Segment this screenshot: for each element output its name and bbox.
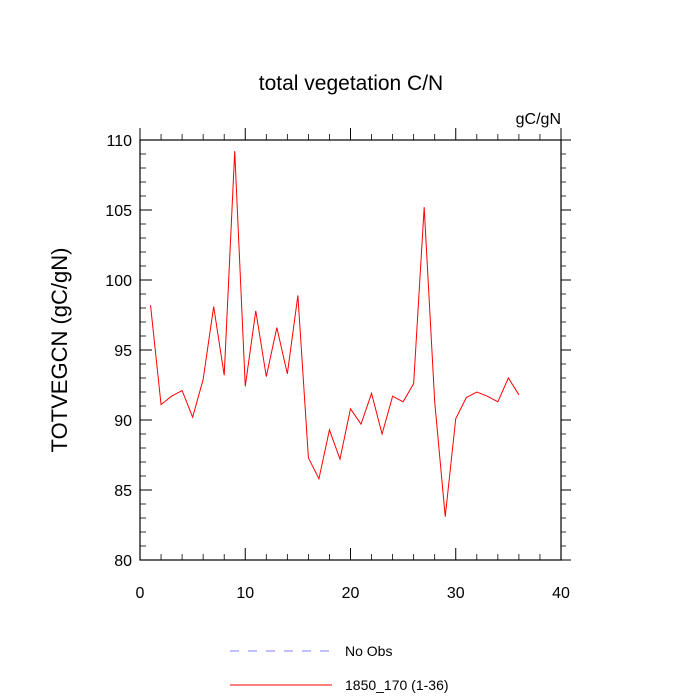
x-tick-label: 20 — [342, 585, 360, 602]
legend: No Obs 1850_170 (1-36) — [230, 643, 449, 693]
y-tick-label: 85 — [114, 483, 132, 500]
plot-frame — [139, 139, 562, 561]
units-label: gC/gN — [516, 111, 561, 128]
chart-title: total vegetation C/N — [259, 72, 443, 95]
y-tick-label: 80 — [114, 553, 132, 570]
series-group — [150, 151, 520, 517]
y-tick-label: 100 — [105, 273, 132, 290]
legend-label: 1850_170 (1-36) — [345, 677, 449, 693]
y-tick-label: 110 — [106, 133, 132, 150]
axis-tick-labels: 0 10 20 30 40 80 85 90 95 100 105 110 — [105, 133, 570, 602]
x-tick-label: 40 — [552, 585, 570, 602]
x-tick-label: 30 — [447, 585, 465, 602]
y-axis-label: TOTVEGCN (gC/gN) — [47, 248, 72, 453]
y-tick-label: 90 — [114, 413, 132, 430]
y-tick-label: 105 — [105, 203, 132, 220]
y-tick-label: 95 — [114, 343, 132, 360]
series-line — [150, 151, 520, 517]
x-tick-label: 0 — [136, 585, 145, 602]
legend-label: No Obs — [345, 643, 392, 659]
x-tick-label: 10 — [236, 585, 254, 602]
axis-ticks — [139, 128, 571, 561]
